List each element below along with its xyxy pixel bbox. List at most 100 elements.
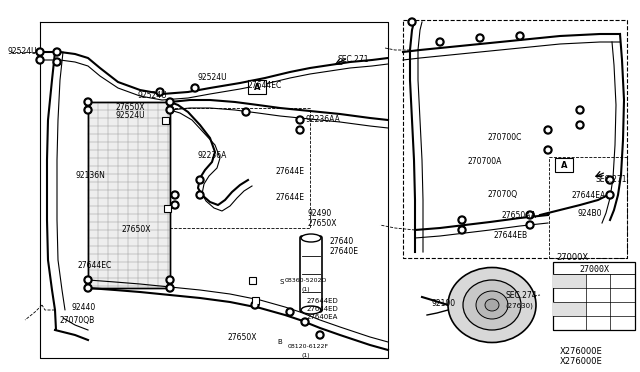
Circle shape — [166, 98, 174, 106]
Text: 27644EA: 27644EA — [572, 192, 606, 201]
Ellipse shape — [301, 306, 321, 314]
Circle shape — [544, 146, 552, 154]
Circle shape — [544, 126, 552, 134]
Circle shape — [193, 86, 197, 90]
Circle shape — [576, 121, 584, 129]
Circle shape — [436, 38, 444, 46]
Text: 92524U: 92524U — [197, 74, 227, 83]
Bar — [553, 302, 586, 316]
Circle shape — [86, 278, 90, 282]
Circle shape — [84, 276, 92, 284]
Text: 27070QB: 27070QB — [60, 315, 95, 324]
Ellipse shape — [485, 299, 499, 311]
Text: 27644EC: 27644EC — [248, 80, 282, 90]
Circle shape — [244, 110, 248, 114]
Text: B: B — [278, 339, 282, 345]
Circle shape — [296, 116, 304, 124]
Text: 27070Q: 27070Q — [488, 189, 518, 199]
Circle shape — [518, 34, 522, 38]
Bar — [252, 296, 259, 304]
Bar — [248, 276, 255, 283]
Circle shape — [196, 191, 204, 199]
Circle shape — [166, 106, 174, 114]
Circle shape — [86, 108, 90, 112]
Text: 92440: 92440 — [72, 304, 96, 312]
Text: 27644E: 27644E — [275, 193, 304, 202]
Circle shape — [36, 56, 44, 64]
Circle shape — [275, 275, 289, 289]
Circle shape — [251, 301, 259, 309]
Circle shape — [173, 193, 177, 197]
Circle shape — [578, 123, 582, 127]
Text: 27640E: 27640E — [330, 247, 359, 256]
Circle shape — [84, 284, 92, 292]
Circle shape — [526, 221, 534, 229]
Text: 92524U: 92524U — [8, 48, 38, 57]
Text: SEC.271: SEC.271 — [596, 176, 627, 185]
Circle shape — [458, 226, 466, 234]
Text: 27650X: 27650X — [122, 225, 152, 234]
Text: 27650AA: 27650AA — [502, 211, 537, 219]
Text: 27000X: 27000X — [556, 253, 588, 263]
Circle shape — [476, 34, 484, 42]
Text: A: A — [561, 160, 567, 170]
Text: 27000X: 27000X — [579, 264, 609, 273]
Text: SEC.274: SEC.274 — [505, 292, 536, 301]
Text: 270700A: 270700A — [468, 157, 502, 167]
Text: 27650X: 27650X — [115, 103, 145, 112]
Text: 92236A: 92236A — [198, 151, 227, 160]
Circle shape — [606, 176, 614, 184]
Text: A: A — [253, 83, 260, 92]
Circle shape — [301, 318, 309, 326]
Circle shape — [198, 193, 202, 197]
Text: S: S — [280, 279, 284, 285]
Circle shape — [458, 216, 466, 224]
Circle shape — [196, 176, 204, 184]
Text: 27644E: 27644E — [275, 167, 304, 176]
Circle shape — [316, 331, 324, 339]
Text: SEC.271: SEC.271 — [338, 55, 369, 64]
Circle shape — [286, 308, 294, 316]
Circle shape — [606, 191, 614, 199]
Circle shape — [168, 100, 172, 104]
Text: 27640EA: 27640EA — [307, 314, 339, 320]
Circle shape — [516, 32, 524, 40]
Text: 08120-6122F: 08120-6122F — [288, 343, 329, 349]
Circle shape — [53, 58, 61, 66]
Text: 27644EC: 27644EC — [78, 260, 112, 269]
Circle shape — [166, 284, 174, 292]
Bar — [163, 205, 170, 212]
Circle shape — [298, 118, 302, 122]
Circle shape — [86, 286, 90, 290]
Circle shape — [410, 20, 414, 24]
Circle shape — [303, 320, 307, 324]
Circle shape — [168, 286, 172, 290]
Text: 27644ED: 27644ED — [307, 306, 339, 312]
Circle shape — [198, 178, 202, 182]
Bar — [553, 262, 635, 330]
Circle shape — [53, 48, 61, 56]
Circle shape — [84, 106, 92, 114]
Circle shape — [156, 88, 164, 96]
Circle shape — [546, 128, 550, 132]
Circle shape — [460, 228, 464, 232]
Bar — [88, 102, 170, 288]
Text: 92236AA: 92236AA — [305, 115, 340, 125]
Circle shape — [171, 191, 179, 199]
Circle shape — [273, 335, 287, 349]
Text: 27644EB: 27644EB — [494, 231, 528, 240]
Circle shape — [438, 40, 442, 44]
Circle shape — [460, 218, 464, 222]
Text: 270700C: 270700C — [488, 134, 522, 142]
Circle shape — [86, 100, 90, 104]
Text: (1): (1) — [302, 288, 310, 292]
Circle shape — [168, 108, 172, 112]
Text: X276000E: X276000E — [560, 357, 603, 366]
Circle shape — [38, 58, 42, 62]
Text: 27650X: 27650X — [308, 218, 337, 228]
Circle shape — [298, 128, 302, 132]
Circle shape — [242, 108, 250, 116]
Text: (1): (1) — [302, 353, 310, 357]
Text: 92524U: 92524U — [115, 112, 145, 121]
Text: (27630): (27630) — [505, 303, 533, 309]
